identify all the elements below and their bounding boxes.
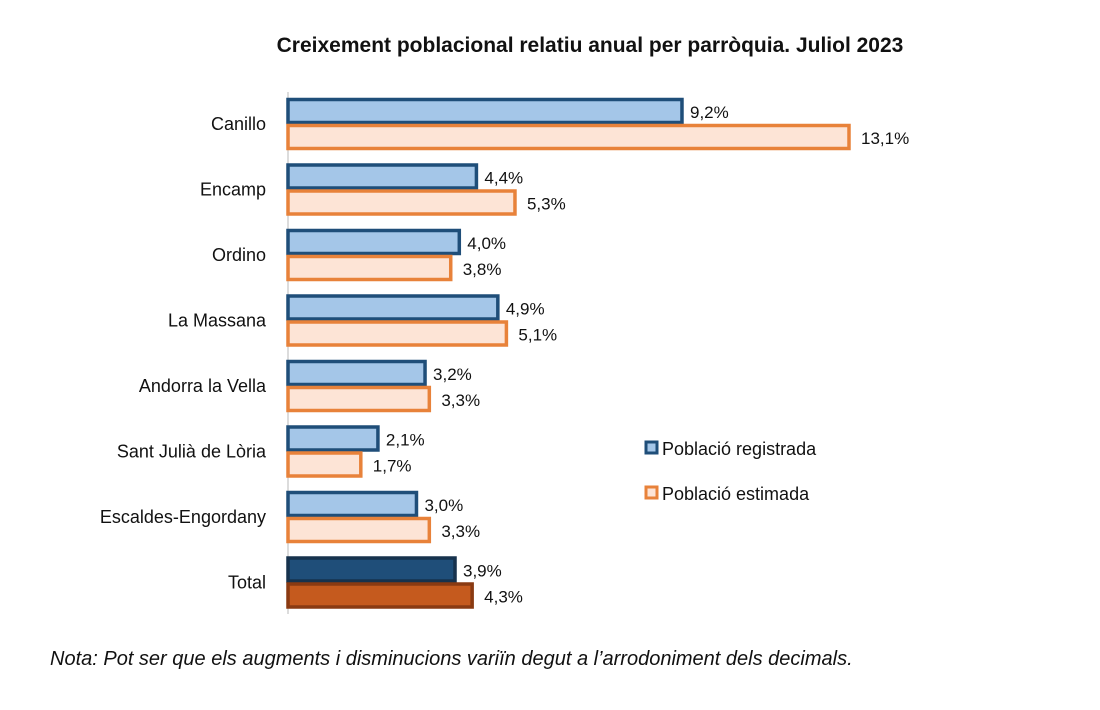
bar-registrada xyxy=(286,556,457,583)
category-label: Andorra la Vella xyxy=(139,376,267,396)
category-label: Total xyxy=(228,573,266,593)
bar-estimada xyxy=(286,451,363,478)
data-label: 5,1% xyxy=(518,326,557,345)
legend-swatch-registrada xyxy=(644,440,659,455)
legend: Població registrada Població estimada xyxy=(644,439,817,504)
category-label: Encamp xyxy=(200,180,266,200)
bar-registrada xyxy=(286,359,427,387)
category-label: La Massana xyxy=(168,311,267,331)
chart-title: Creixement poblacional relatiu anual per… xyxy=(277,34,904,57)
data-label: 3,3% xyxy=(441,391,480,410)
data-label: 4,9% xyxy=(506,300,545,319)
bar-estimada xyxy=(286,254,453,282)
data-label: 3,2% xyxy=(433,365,472,384)
bar-registrada xyxy=(286,228,462,256)
category-label: Canillo xyxy=(211,114,266,134)
bar-estimada xyxy=(286,582,474,609)
bar-estimada xyxy=(286,516,432,544)
bar-estimada xyxy=(286,189,517,216)
bar-registrada xyxy=(286,490,419,518)
data-label: 9,2% xyxy=(690,103,729,122)
category-label: Sant Julià de Lòria xyxy=(117,442,267,462)
bar-estimada xyxy=(286,123,851,151)
data-label: 3,9% xyxy=(463,562,502,581)
legend-label-registrada: Població registrada xyxy=(662,439,817,459)
data-label: 3,8% xyxy=(463,260,502,279)
bar-estimada xyxy=(286,320,509,347)
bar-registrada xyxy=(286,425,380,452)
legend-label-estimada: Població estimada xyxy=(662,484,810,504)
category-label: Ordino xyxy=(212,245,266,265)
data-label: 13,1% xyxy=(861,129,909,148)
legend-swatch-estimada xyxy=(644,485,659,500)
category-label: Escaldes-Engordany xyxy=(100,507,266,527)
chart-note: Nota: Pot ser que els augments i disminu… xyxy=(50,648,853,670)
data-label: 5,3% xyxy=(527,195,566,214)
data-label: 3,3% xyxy=(441,522,480,541)
data-label: 4,4% xyxy=(484,169,523,188)
bar-registrada xyxy=(286,97,684,125)
bar-registrada xyxy=(286,294,500,321)
data-label: 4,3% xyxy=(484,588,523,607)
data-label: 1,7% xyxy=(373,457,412,476)
data-label: 2,1% xyxy=(386,431,425,450)
data-label: 3,0% xyxy=(424,496,463,515)
bar-registrada xyxy=(286,163,479,190)
data-label: 4,0% xyxy=(467,234,506,253)
bar-estimada xyxy=(286,385,432,413)
